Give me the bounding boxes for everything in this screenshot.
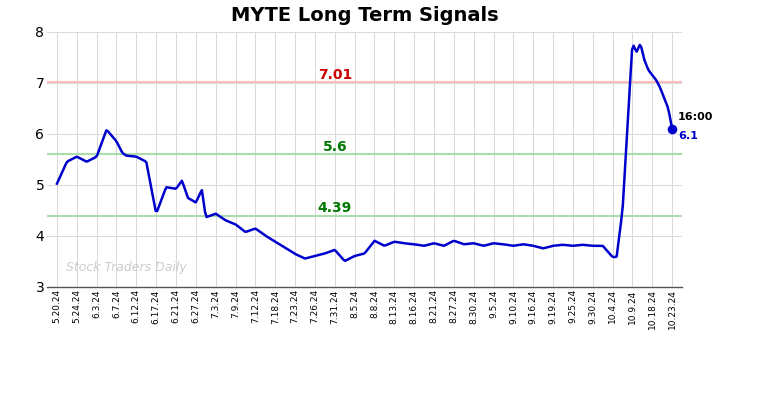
Text: 16:00: 16:00 — [678, 112, 713, 123]
Text: Stock Traders Daily: Stock Traders Daily — [66, 261, 187, 274]
Title: MYTE Long Term Signals: MYTE Long Term Signals — [230, 6, 499, 25]
Text: 4.39: 4.39 — [318, 201, 352, 215]
Text: 5.6: 5.6 — [322, 140, 347, 154]
Point — [666, 125, 678, 132]
Text: 7.01: 7.01 — [318, 68, 352, 82]
Text: 6.1: 6.1 — [678, 131, 698, 141]
